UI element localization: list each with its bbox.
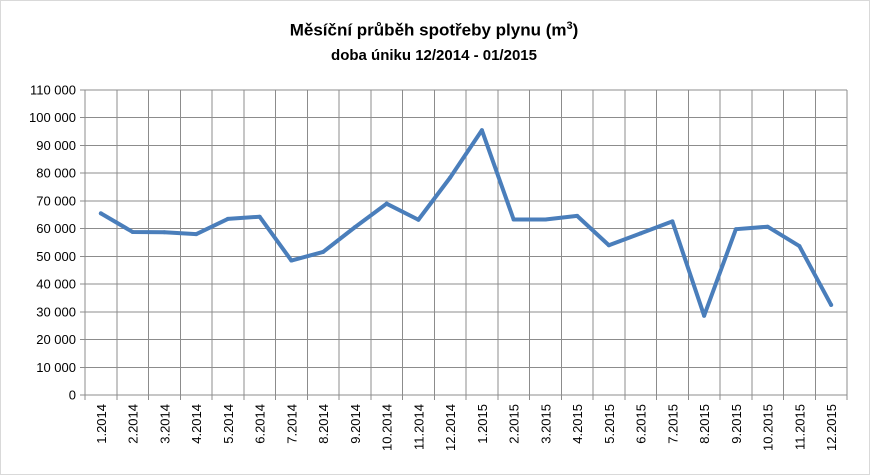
x-tick-label: 4.2015 xyxy=(570,404,585,444)
x-tick-label: 5.2014 xyxy=(221,404,236,444)
x-tick-label: 3.2014 xyxy=(157,404,172,444)
y-tick-label: 70 000 xyxy=(36,193,76,208)
data-point xyxy=(225,216,230,221)
y-tick-label: 110 000 xyxy=(30,83,76,98)
y-tick-label: 50 000 xyxy=(36,249,76,264)
data-point xyxy=(162,230,167,235)
x-tick-label: 4.2014 xyxy=(189,404,204,444)
data-point xyxy=(384,201,389,206)
chart-subtitle: doba úniku 12/2014 - 01/2015 xyxy=(331,46,537,64)
y-tick-label: 10 000 xyxy=(36,360,76,375)
x-tick-label: 7.2015 xyxy=(665,404,680,444)
data-point xyxy=(479,128,484,133)
x-tick-label: 11.2014 xyxy=(411,404,426,450)
x-tick-label: 7.2014 xyxy=(284,404,299,444)
data-point xyxy=(257,214,262,219)
y-tick-label: 40 000 xyxy=(36,277,76,292)
data-point xyxy=(606,243,611,248)
x-tick-label: 1.2014 xyxy=(94,404,109,444)
data-point xyxy=(194,232,199,237)
x-tick-label: 8.2014 xyxy=(316,404,331,444)
x-tick-label: 11.2015 xyxy=(792,404,807,450)
data-point xyxy=(98,211,103,216)
x-tick-label: 3.2015 xyxy=(538,404,553,444)
data-point xyxy=(670,219,675,224)
data-point xyxy=(829,302,834,307)
data-point xyxy=(765,224,770,229)
data-point xyxy=(352,225,357,230)
y-tick-label: 60 000 xyxy=(36,221,76,236)
chart-title: Měsíční průběh spotřeby plynu (m3) doba … xyxy=(0,14,868,67)
x-tick-label: 1.2015 xyxy=(475,404,490,444)
y-tick-label: 20 000 xyxy=(36,332,76,347)
y-tick-label: 80 000 xyxy=(36,166,76,181)
y-tick-label: 0 xyxy=(69,388,76,403)
data-point xyxy=(416,217,421,222)
x-tick-label: 5.2015 xyxy=(602,404,617,444)
y-tick-label: 30 000 xyxy=(36,304,76,319)
data-point xyxy=(797,244,802,249)
data-point xyxy=(733,227,738,232)
y-tick-label: 100 000 xyxy=(29,110,76,125)
x-tick-label: 12.2015 xyxy=(824,404,839,451)
y-tick-label: 90 000 xyxy=(36,138,76,153)
data-point xyxy=(575,213,580,218)
title-superscript: 3 xyxy=(566,20,573,32)
x-tick-label: 9.2014 xyxy=(348,404,363,444)
x-tick-label: 2.2015 xyxy=(507,404,522,444)
x-tick-label: 10.2015 xyxy=(761,404,776,451)
data-point xyxy=(321,249,326,254)
data-point xyxy=(289,258,294,263)
x-tick-label: 10.2014 xyxy=(380,404,395,451)
data-point xyxy=(511,217,516,222)
data-point xyxy=(702,313,707,318)
data-point xyxy=(638,231,643,236)
x-tick-label: 6.2014 xyxy=(253,404,268,444)
x-tick-label: 12.2014 xyxy=(443,404,458,451)
chart-title-main: Měsíční průběh spotřeby plynu (m3) xyxy=(289,20,579,40)
data-point xyxy=(448,175,453,180)
data-point xyxy=(130,229,135,234)
x-tick-label: 6.2015 xyxy=(634,404,649,444)
x-tick-label: 2.2014 xyxy=(126,404,141,444)
x-tick-label: 8.2015 xyxy=(697,404,712,444)
data-point xyxy=(543,217,548,222)
series-line xyxy=(98,128,834,318)
x-tick-label: 9.2015 xyxy=(729,404,744,444)
